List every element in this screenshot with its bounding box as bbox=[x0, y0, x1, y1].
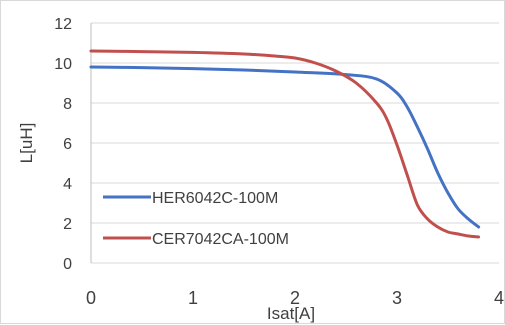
x-tick-label: 0 bbox=[86, 288, 96, 308]
y-tick-label: 10 bbox=[54, 56, 72, 73]
legend-label-1: HER6042C-100M bbox=[152, 190, 278, 207]
y-tick-label: 0 bbox=[63, 256, 72, 273]
series-line-2 bbox=[89, 49, 481, 239]
y-tick-label: 12 bbox=[54, 16, 72, 33]
x-tick-label: 3 bbox=[392, 288, 402, 308]
x-tick-label: 1 bbox=[188, 288, 198, 308]
gridlines bbox=[91, 22, 499, 264]
x-tick-label: 4 bbox=[494, 288, 504, 308]
x-tick-label: 2 bbox=[290, 288, 300, 308]
y-tick-label: 4 bbox=[63, 176, 72, 193]
series-line-1 bbox=[89, 65, 481, 229]
y-tick-label: 8 bbox=[63, 96, 72, 113]
legend: HER6042C-100M CER7042CA-100M bbox=[103, 190, 289, 248]
y-tick-label: 6 bbox=[63, 136, 72, 153]
y-tick-label: 2 bbox=[63, 216, 72, 233]
y-axis-label: L[uH] bbox=[17, 123, 36, 164]
x-axis-label: Isat[A] bbox=[267, 304, 315, 323]
legend-label-2: CER7042CA-100M bbox=[152, 231, 289, 248]
series-lines bbox=[89, 49, 481, 239]
